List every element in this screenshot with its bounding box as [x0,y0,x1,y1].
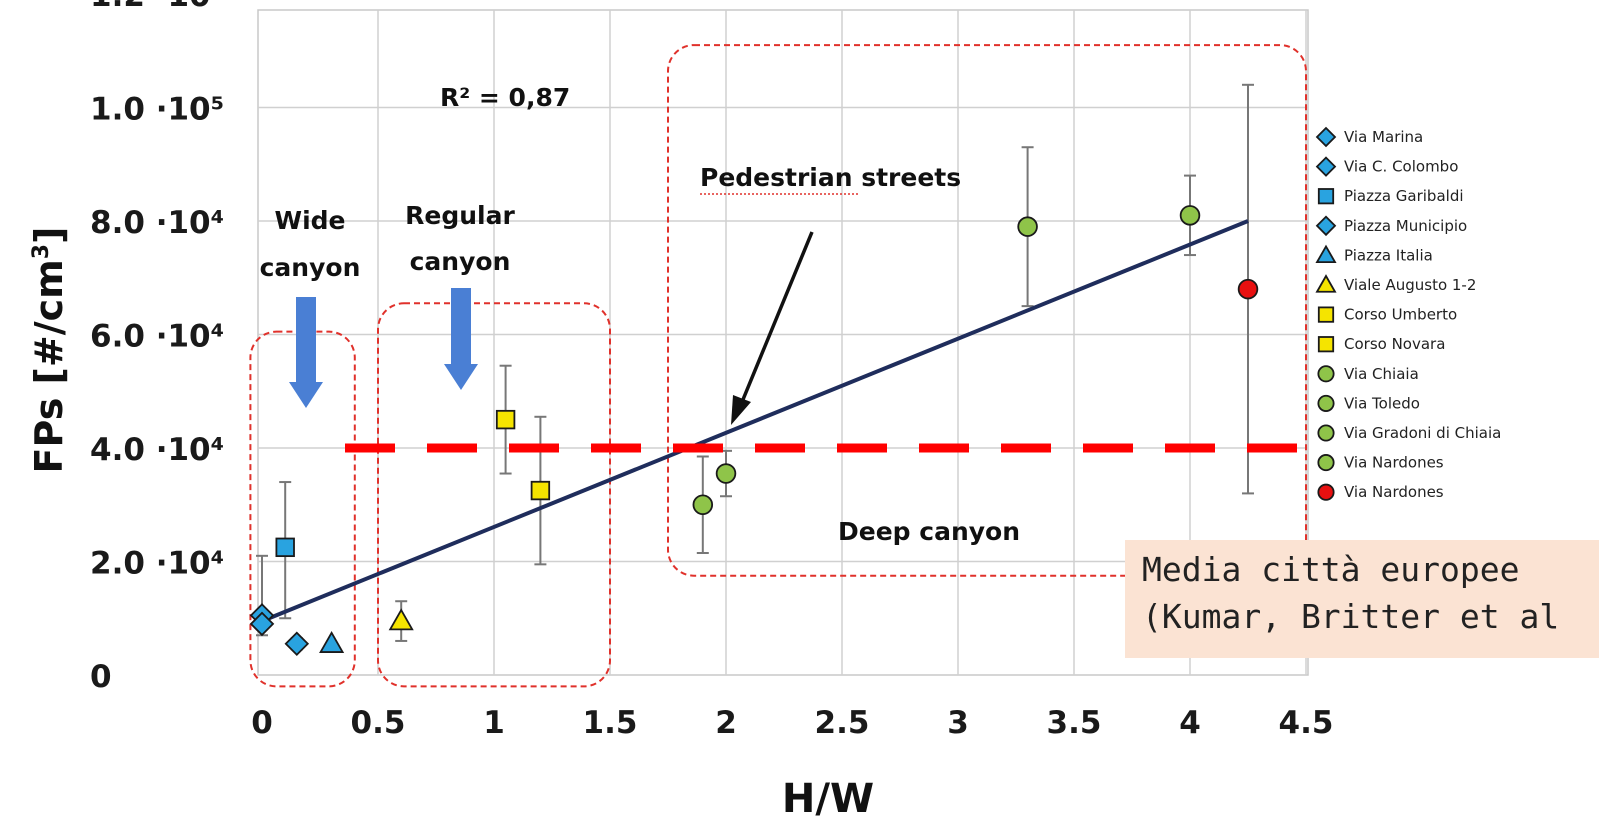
data-point-8 [692,494,714,515]
y-axis-label: FPs [#/cm3] [27,227,71,474]
reference-line-1: Media città europee [1142,550,1520,589]
x-tick-label: 0.5 [351,705,406,741]
legend-label-8: Via Chiaia [1344,365,1419,383]
legend-marker-1 [1315,156,1337,177]
data-point-5 [388,608,414,631]
x-tick-label: 4.5 [1279,705,1334,741]
region-deep [667,44,1307,577]
legend-label-11: Via Nardones [1344,454,1444,472]
data-point-7 [530,480,551,501]
legend: Via Marina Via C. Colombo Piazza Garibaldi… [1315,126,1501,501]
legend-marker-3 [1315,215,1337,237]
legend-label-6: Corso Umberto [1344,306,1457,324]
x-tick-label: 2 [715,705,737,741]
legend-marker-5 [1315,274,1337,293]
legend-label-2: Piazza Garibaldi [1344,187,1464,205]
data-point-3 [284,631,310,657]
wide-canyon-arrow [289,297,323,408]
x-tick-label: 3 [947,705,969,741]
legend-marker-0 [1315,126,1337,148]
annotation-arrows [289,231,814,425]
region-wide [249,330,356,688]
data-point-6 [495,409,516,430]
x-tick-label: 1 [483,705,505,741]
region-regular [377,302,611,688]
data-point-1 [249,611,275,637]
legend-marker-4 [1315,244,1337,264]
legend-marker-2 [1317,188,1335,205]
x-ticks: 0 0.5 1 1.5 2 2.5 3 3.5 4 4.5 [251,705,1333,741]
x-tick-label: 4 [1179,705,1201,741]
legend-marker-9 [1317,394,1335,412]
data-point-4 [319,630,345,653]
wide-canyon-label-2: canyon [260,253,361,282]
x-tick-label: 1.5 [583,705,638,741]
deep-canyon-label: Deep canyon [838,517,1020,546]
pedestrian-streets-label: Pedestrian streets [700,163,961,192]
legend-marker-6 [1317,306,1335,323]
y-tick-label: 0 [90,659,112,695]
regular-canyon-arrow [444,288,478,390]
pedestrian-arrow-shaft [740,231,814,403]
regions [249,44,1307,688]
legend-label-7: Corso Novara [1344,335,1445,353]
legend-marker-7 [1317,336,1335,353]
y-tick-label: 1.2 ·10⁵ [90,0,224,14]
data-points [249,205,1259,657]
plot-frame [257,9,1309,676]
y-tick-label: 4.0 ·10⁴ [90,432,224,468]
data-point-12 [1237,278,1259,300]
x-tick-label: 3.5 [1047,705,1102,741]
data-point-2 [275,537,295,558]
x-axis-label: H/W [782,776,874,822]
grid [257,9,1309,676]
x-tick-label: 0 [251,705,273,741]
y-ticks: 0 2.0 ·10⁴ 4.0 ·10⁴ 6.0 ·10⁴ 8.0 ·10⁴ 1.0 ·10… [90,0,224,695]
data-point-10 [1017,216,1038,237]
legend-marker-11 [1317,454,1335,472]
data-point-11 [1179,205,1201,226]
regular-canyon-label-2: canyon [410,247,511,276]
legend-label-0: Via Marina [1344,128,1423,146]
r-squared-label: R² = 0,87 [440,83,570,112]
y-tick-label: 8.0 ·10⁴ [90,205,224,241]
data-point-9 [715,463,737,484]
legend-label-3: Piazza Municipio [1344,217,1467,235]
legend-marker-12 [1317,483,1335,501]
legend-label-10: Via Gradoni di Chiaia [1344,424,1501,442]
y-tick-label: 1.0 ·10⁵ [90,92,224,128]
reference-box: Media città europee (Kumar, Britter et a… [1125,540,1599,658]
legend-label-1: Via C. Colombo [1344,158,1458,176]
x-tick-label: 2.5 [815,705,870,741]
legend-marker-8 [1317,365,1335,383]
regular-canyon-label-1: Regular [405,201,515,230]
legend-label-9: Via Toledo [1344,394,1420,412]
trend-line [261,219,1249,623]
pedestrian-arrow-head [731,395,751,425]
legend-label-5: Viale Augusto 1-2 [1344,276,1476,294]
reference-line-2: (Kumar, Britter et al [1142,597,1560,636]
legend-label-12: Via Nardones [1344,483,1444,501]
wide-canyon-label-1: Wide [275,206,346,235]
legend-label-4: Piazza Italia [1344,246,1433,264]
y-tick-label: 6.0 ·10⁴ [90,319,224,355]
legend-marker-10 [1317,424,1335,442]
y-tick-label: 2.0 ·10⁴ [90,546,224,582]
